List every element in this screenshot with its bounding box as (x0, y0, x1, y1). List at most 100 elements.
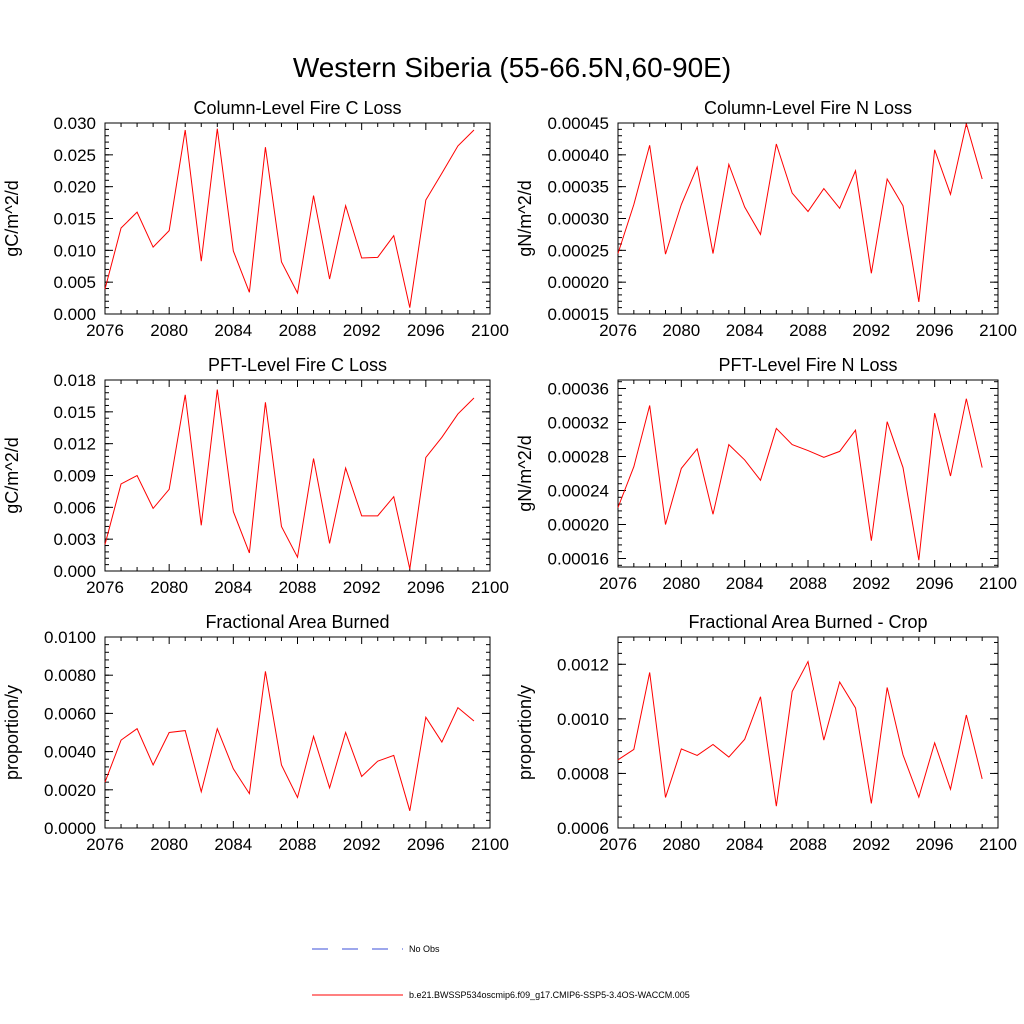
x-tick-label: 2092 (343, 835, 381, 854)
series-line (617, 123, 983, 302)
plot-frame (617, 122, 999, 315)
plot-frame (104, 122, 491, 315)
x-tick-label: 2088 (279, 321, 317, 340)
panel-title: Fractional Area Burned (205, 612, 389, 632)
x-tick-label: 2092 (852, 321, 890, 340)
y-tick-label: 0.020 (53, 178, 96, 197)
y-tick-label: 0.0012 (557, 655, 609, 674)
x-tick-label: 2096 (916, 835, 954, 854)
y-axis-label: gN/m^2/d (515, 180, 535, 256)
y-tick-label: 0.003 (53, 530, 96, 549)
panel-title: PFT-Level Fire C Loss (208, 355, 387, 375)
x-tick-label: 2088 (789, 321, 827, 340)
x-tick-label: 2084 (726, 574, 764, 593)
y-tick-label: 0.0100 (44, 628, 96, 647)
series-line (104, 389, 475, 569)
x-tick-label: 2096 (407, 578, 445, 597)
chart-panel: PFT-Level Fire C Loss gC/m^2/d 2076 2080 208… (2, 355, 509, 597)
y-tick-label: 0.000 (53, 562, 96, 581)
x-tick-label: 2076 (86, 835, 124, 854)
x-tick-label: 2084 (726, 321, 764, 340)
x-tick-label: 2088 (279, 578, 317, 597)
x-tick-label: 2076 (86, 321, 124, 340)
x-tick-label: 2096 (407, 835, 445, 854)
x-tick-label: 2080 (150, 835, 188, 854)
x-tick-label: 2100 (979, 321, 1017, 340)
y-tick-label: 0.006 (53, 498, 96, 517)
x-tick-label: 2100 (471, 578, 509, 597)
series-line (104, 128, 475, 308)
y-tick-label: 0.00020 (548, 516, 609, 535)
y-tick-label: 0.015 (53, 403, 96, 422)
x-tick-label: 2088 (279, 835, 317, 854)
x-tick-label: 2100 (979, 574, 1017, 593)
x-tick-label: 2076 (599, 321, 637, 340)
x-tick-label: 2088 (789, 835, 827, 854)
chart-panel: Fractional Area Burned proportion/y 2076 20… (2, 612, 509, 854)
y-tick-label: 0.00036 (548, 380, 609, 399)
x-tick-label: 2076 (599, 835, 637, 854)
y-tick-label: 0.0008 (557, 764, 609, 783)
panel-title: Column-Level Fire N Loss (704, 98, 912, 118)
x-tick-label: 2080 (150, 321, 188, 340)
x-tick-label: 2100 (979, 835, 1017, 854)
y-tick-label: 0.00024 (548, 482, 609, 501)
y-tick-label: 0.00015 (548, 305, 609, 324)
y-tick-label: 0.025 (53, 146, 96, 165)
x-tick-label: 2080 (662, 574, 700, 593)
x-tick-label: 2080 (150, 578, 188, 597)
x-tick-label: 2092 (343, 578, 381, 597)
y-tick-label: 0.000 (53, 305, 96, 324)
y-tick-label: 0.00016 (548, 550, 609, 569)
y-tick-label: 0.030 (53, 114, 96, 133)
series-line (617, 660, 983, 807)
legend-label-model: b.e21.BWSSP534oscmip6.f09_g17.CMIP6-SSP5… (409, 990, 690, 1000)
plot-frame (617, 379, 999, 568)
x-tick-label: 2096 (407, 321, 445, 340)
y-axis-label: gC/m^2/d (2, 437, 22, 513)
y-tick-label: 0.009 (53, 467, 96, 486)
y-tick-label: 0.010 (53, 241, 96, 260)
plot-frame (617, 636, 999, 829)
x-tick-label: 2084 (726, 835, 764, 854)
x-tick-label: 2080 (662, 321, 700, 340)
x-tick-label: 2076 (599, 574, 637, 593)
x-tick-label: 2100 (471, 835, 509, 854)
x-tick-label: 2100 (471, 321, 509, 340)
y-tick-label: 0.015 (53, 210, 96, 229)
y-tick-label: 0.0060 (44, 704, 96, 723)
x-tick-label: 2088 (789, 574, 827, 593)
x-tick-label: 2092 (852, 835, 890, 854)
y-tick-label: 0.00020 (548, 273, 609, 292)
y-axis-label: proportion/y (2, 685, 22, 780)
y-tick-label: 0.0010 (557, 710, 609, 729)
y-tick-label: 0.00030 (548, 210, 609, 229)
x-tick-label: 2096 (916, 574, 954, 593)
chart-panel: Fractional Area Burned - Crop proportion/… (515, 612, 1017, 854)
x-tick-label: 2084 (214, 321, 252, 340)
chart-panel: Column-Level Fire C Loss gC/m^2/d 2076 2080… (2, 98, 509, 340)
y-tick-label: 0.0006 (557, 819, 609, 838)
y-tick-label: 0.00035 (548, 178, 609, 197)
panel-title: Column-Level Fire C Loss (193, 98, 401, 118)
y-tick-label: 0.018 (53, 371, 96, 390)
x-tick-label: 2080 (662, 835, 700, 854)
x-tick-label: 2096 (916, 321, 954, 340)
panels: Column-Level Fire C Loss gC/m^2/d 2076 2080… (2, 98, 1017, 854)
plot-frame (104, 379, 491, 572)
y-tick-label: 0.0020 (44, 781, 96, 800)
chart-panel: Column-Level Fire N Loss gN/m^2/d 2076 2080… (515, 98, 1017, 340)
y-tick-label: 0.00025 (548, 241, 609, 260)
x-tick-label: 2092 (343, 321, 381, 340)
y-tick-label: 0.0040 (44, 743, 96, 762)
y-axis-label: gN/m^2/d (515, 435, 535, 511)
y-tick-label: 0.00028 (548, 448, 609, 467)
plot-frame (104, 636, 491, 829)
series-line (617, 398, 983, 561)
y-tick-label: 0.00032 (548, 414, 609, 433)
chart-panel: PFT-Level Fire N Loss gN/m^2/d 2076 2080 208… (515, 355, 1017, 593)
x-tick-label: 2084 (214, 578, 252, 597)
x-tick-label: 2084 (214, 835, 252, 854)
panel-title: Fractional Area Burned - Crop (688, 612, 927, 632)
